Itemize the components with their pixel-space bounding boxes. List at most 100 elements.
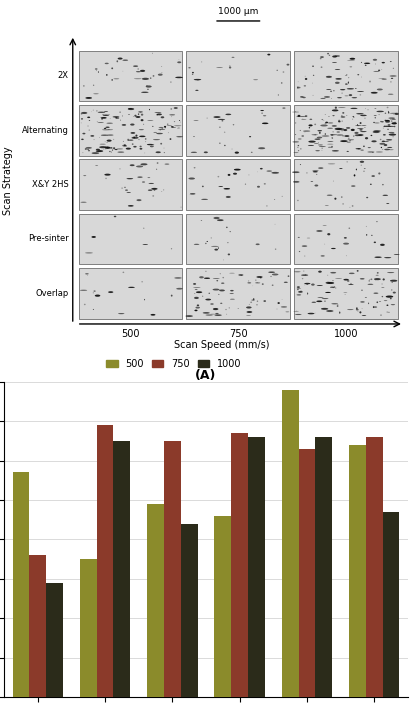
Circle shape <box>154 189 155 191</box>
Ellipse shape <box>226 196 231 198</box>
Circle shape <box>174 121 175 122</box>
Ellipse shape <box>340 140 348 142</box>
Circle shape <box>93 292 94 294</box>
Ellipse shape <box>284 282 288 283</box>
Ellipse shape <box>293 181 300 183</box>
Ellipse shape <box>114 215 116 218</box>
Ellipse shape <box>171 294 173 296</box>
Ellipse shape <box>117 61 118 63</box>
Ellipse shape <box>365 137 368 139</box>
Circle shape <box>110 118 111 119</box>
Ellipse shape <box>386 305 389 306</box>
Ellipse shape <box>256 276 262 278</box>
Ellipse shape <box>272 273 279 275</box>
Circle shape <box>163 189 164 190</box>
Circle shape <box>342 120 343 122</box>
Circle shape <box>89 130 90 131</box>
Ellipse shape <box>190 193 195 194</box>
Circle shape <box>320 58 322 59</box>
Bar <box>79 159 183 210</box>
Ellipse shape <box>318 297 323 298</box>
Bar <box>366 437 383 704</box>
Ellipse shape <box>339 168 343 169</box>
Ellipse shape <box>136 199 141 201</box>
Circle shape <box>363 146 365 147</box>
Circle shape <box>125 146 127 147</box>
Ellipse shape <box>335 106 337 109</box>
Circle shape <box>350 283 352 284</box>
Circle shape <box>108 114 110 115</box>
Ellipse shape <box>368 280 370 282</box>
Ellipse shape <box>377 301 378 303</box>
Ellipse shape <box>272 284 274 286</box>
Ellipse shape <box>164 126 166 127</box>
Circle shape <box>382 149 383 150</box>
Ellipse shape <box>169 114 175 115</box>
Ellipse shape <box>362 315 366 316</box>
Ellipse shape <box>150 314 155 315</box>
Ellipse shape <box>355 88 357 89</box>
Ellipse shape <box>395 113 399 115</box>
Circle shape <box>84 303 86 306</box>
Ellipse shape <box>116 118 119 119</box>
Ellipse shape <box>297 294 301 296</box>
Ellipse shape <box>81 112 87 114</box>
Bar <box>383 512 400 704</box>
Ellipse shape <box>193 136 195 137</box>
Circle shape <box>295 111 296 112</box>
Ellipse shape <box>297 87 299 89</box>
Circle shape <box>157 163 159 164</box>
Ellipse shape <box>83 175 86 176</box>
Ellipse shape <box>378 172 380 175</box>
Ellipse shape <box>351 129 355 131</box>
Ellipse shape <box>332 109 338 111</box>
Ellipse shape <box>278 302 280 304</box>
Ellipse shape <box>382 141 385 142</box>
Ellipse shape <box>309 125 313 127</box>
Circle shape <box>81 113 82 115</box>
Circle shape <box>383 127 384 128</box>
Circle shape <box>133 116 134 117</box>
Bar <box>214 516 231 704</box>
Ellipse shape <box>357 91 364 92</box>
Circle shape <box>297 147 298 148</box>
Ellipse shape <box>318 144 323 145</box>
Ellipse shape <box>234 169 241 170</box>
Ellipse shape <box>106 122 113 124</box>
Ellipse shape <box>304 283 310 284</box>
Ellipse shape <box>215 313 219 314</box>
Ellipse shape <box>375 256 382 258</box>
Circle shape <box>229 307 230 308</box>
Ellipse shape <box>311 181 313 182</box>
Circle shape <box>192 74 193 75</box>
Ellipse shape <box>356 168 357 170</box>
Ellipse shape <box>351 97 357 99</box>
Ellipse shape <box>394 254 400 255</box>
Ellipse shape <box>174 277 182 279</box>
Ellipse shape <box>304 85 306 87</box>
Circle shape <box>194 293 195 294</box>
Ellipse shape <box>267 170 272 172</box>
Ellipse shape <box>153 139 160 140</box>
Circle shape <box>122 187 123 189</box>
Circle shape <box>324 301 326 302</box>
Ellipse shape <box>233 172 237 175</box>
Ellipse shape <box>384 257 391 258</box>
Ellipse shape <box>378 70 380 71</box>
Ellipse shape <box>122 124 126 126</box>
Ellipse shape <box>267 54 270 56</box>
Circle shape <box>82 152 83 153</box>
Ellipse shape <box>113 147 115 149</box>
Ellipse shape <box>384 149 390 151</box>
Ellipse shape <box>178 127 180 129</box>
Circle shape <box>233 124 234 125</box>
Circle shape <box>202 186 204 187</box>
Ellipse shape <box>391 122 397 125</box>
Ellipse shape <box>387 147 392 148</box>
Circle shape <box>347 151 349 152</box>
Ellipse shape <box>332 56 337 58</box>
Ellipse shape <box>371 140 377 142</box>
Ellipse shape <box>389 132 394 133</box>
Circle shape <box>152 75 154 77</box>
Ellipse shape <box>357 74 359 75</box>
